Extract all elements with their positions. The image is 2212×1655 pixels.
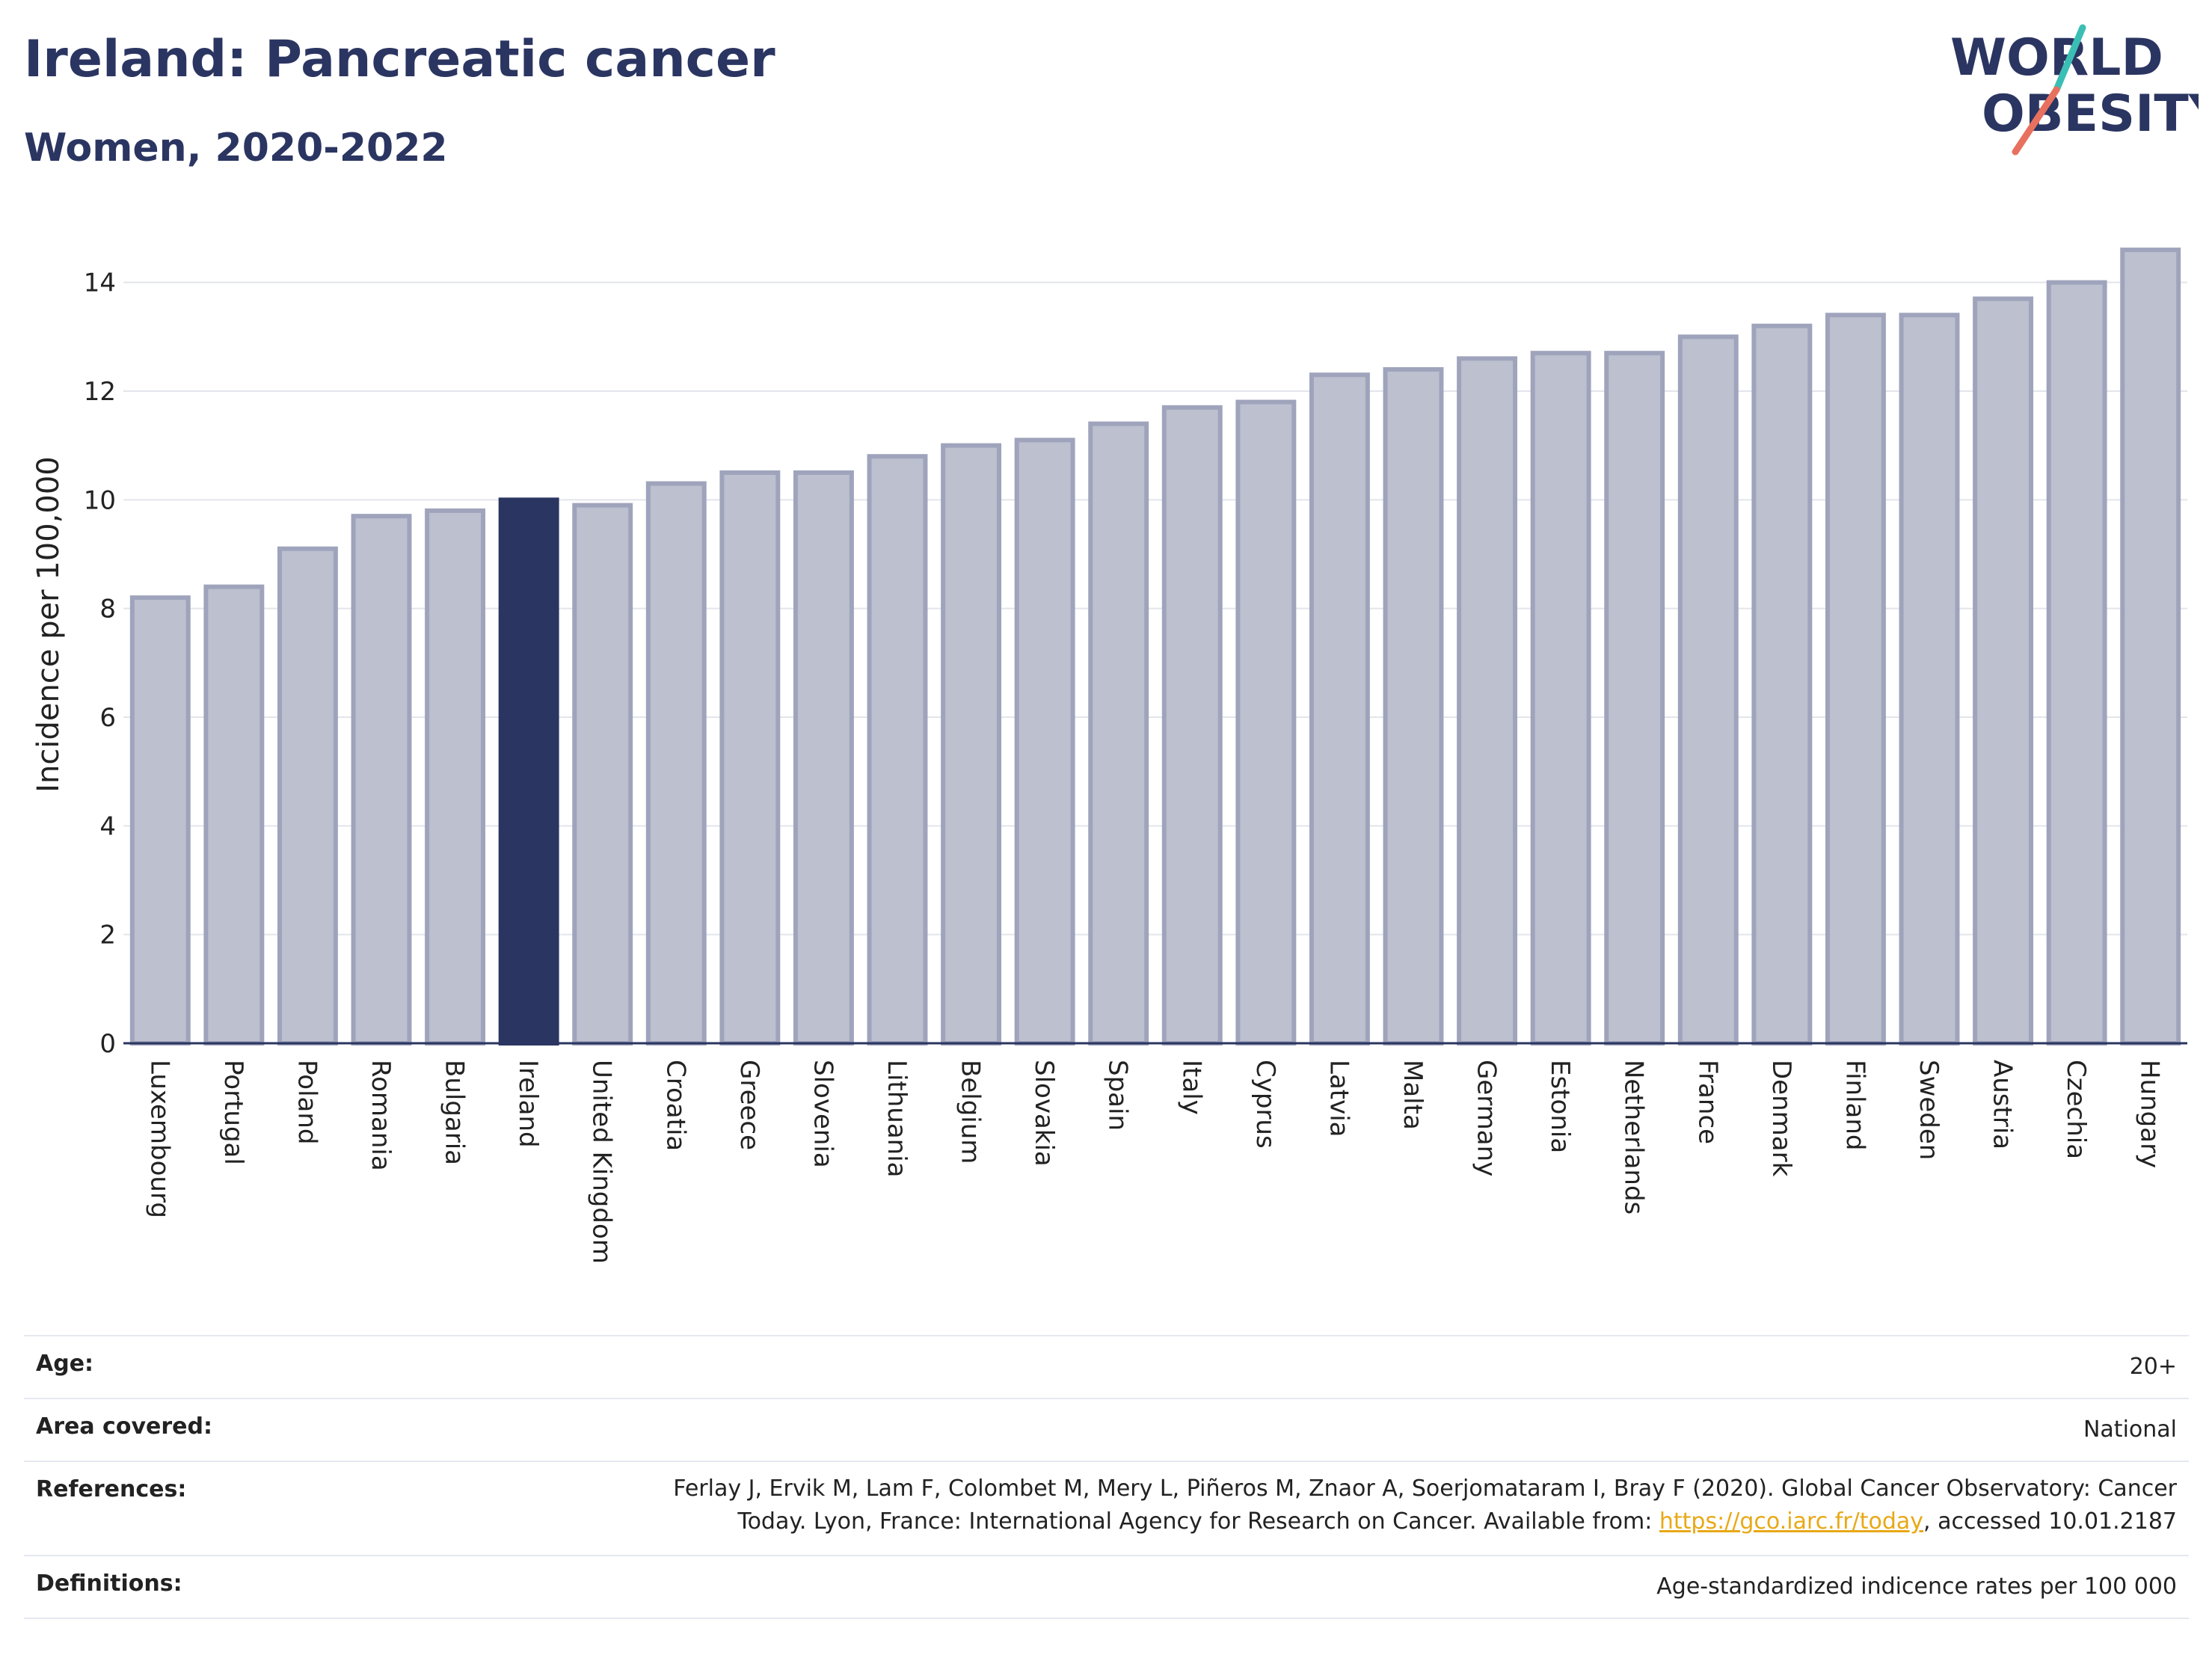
x-tick-label: Luxembourg — [144, 1060, 174, 1218]
references-line-2-pre: Today. Lyon, France: International Agenc… — [737, 1508, 1659, 1535]
x-tick-label: Romania — [366, 1060, 396, 1171]
bar — [1235, 399, 1297, 1045]
x-tick-label: Cyprus — [1250, 1060, 1280, 1149]
logo-slash-coral — [2012, 86, 2060, 156]
x-tick-label: Czechia — [2061, 1060, 2091, 1159]
x-tick-label: Greece — [734, 1060, 764, 1150]
x-tick-label: Latvia — [1324, 1060, 1354, 1137]
bar — [1088, 421, 1149, 1045]
age-label: Age: — [36, 1351, 94, 1377]
x-tick-label: Germany — [1472, 1060, 1502, 1176]
references-line-2-post: , accessed 10.01.2187 — [1923, 1508, 2177, 1535]
info-row-area: Area covered: National — [24, 1398, 2189, 1461]
y-tick-label: 4 — [99, 811, 116, 841]
y-tick-label: 14 — [84, 268, 116, 298]
references-value: Ferlay J, Ervik M, Lam F, Colombet M, Me… — [24, 1462, 2189, 1538]
bar — [1457, 356, 1518, 1045]
bar-highlight — [498, 497, 559, 1045]
bar — [1530, 351, 1591, 1045]
x-tick-label: Netherlands — [1619, 1060, 1649, 1215]
area-value: National — [2083, 1416, 2177, 1443]
info-row-definitions: Definitions: Age-standardized indicence … — [24, 1555, 2189, 1619]
references-line-2: Today. Lyon, France: International Agenc… — [24, 1505, 2177, 1538]
x-tick-label: Portugal — [218, 1060, 248, 1165]
references-line-1: Ferlay J, Ervik M, Lam F, Colombet M, Me… — [673, 1476, 2177, 1502]
world-obesity-logo: WORLD OBESITY — [1950, 24, 2199, 156]
bar — [1751, 323, 1813, 1045]
x-tick-label: Bulgaria — [440, 1060, 470, 1165]
y-tick-label: 0 — [99, 1029, 116, 1059]
x-tick-label: Denmark — [1766, 1060, 1796, 1177]
x-tick-label: Slovenia — [808, 1060, 838, 1168]
bar — [129, 595, 191, 1045]
bar — [1604, 351, 1665, 1045]
bar — [1383, 366, 1444, 1045]
info-row-references: References: Ferlay J, Ervik M, Lam F, Co… — [24, 1461, 2189, 1555]
bars — [129, 248, 2181, 1046]
definitions-value: Age-standardized indicence rates per 100… — [1656, 1573, 2177, 1600]
bar — [425, 508, 486, 1045]
logo-text-world: WORLD — [1950, 28, 2163, 87]
y-axis-title: Incidence per 100,000 — [31, 456, 66, 793]
definitions-label: Definitions: — [36, 1570, 182, 1597]
area-label: Area covered: — [36, 1413, 212, 1440]
bar — [941, 443, 1002, 1045]
x-tick-label: Estonia — [1545, 1060, 1575, 1153]
x-tick-label: Spain — [1103, 1060, 1133, 1131]
y-tick-label: 6 — [99, 703, 116, 733]
bar — [2046, 280, 2107, 1045]
bar — [1309, 372, 1370, 1045]
x-tick-label: Italy — [1176, 1060, 1206, 1115]
axes: 0 2 4 6 8 10 12 14 Luxembourg Portugal Poland Roman… — [84, 268, 2187, 1264]
x-tick-label: Slovakia — [1029, 1060, 1059, 1167]
bar — [645, 481, 707, 1045]
bar — [1161, 405, 1223, 1045]
y-tick-label: 12 — [84, 377, 116, 407]
x-tick-label: France — [1692, 1060, 1722, 1144]
bar — [1825, 313, 1886, 1045]
bar — [351, 514, 412, 1045]
bar — [1014, 437, 1075, 1045]
page-subtitle: Women, 2020-2022 — [24, 126, 448, 171]
y-tick-label: 10 — [84, 485, 116, 515]
page-title: Ireland: Pancreatic cancer — [24, 30, 775, 89]
x-tick-label: Croatia — [660, 1060, 690, 1151]
references-link[interactable]: https://gco.iarc.fr/today — [1659, 1508, 1924, 1535]
bar — [867, 454, 928, 1045]
bar — [277, 546, 338, 1045]
bar — [719, 470, 781, 1045]
bar — [572, 503, 633, 1045]
bar — [793, 470, 854, 1045]
bar — [1973, 296, 2034, 1045]
bar-chart: 0 2 4 6 8 10 12 14 Luxembourg Portugal Poland Roman… — [31, 248, 2187, 1264]
x-tick-label: United Kingdom — [587, 1060, 617, 1264]
bar — [203, 584, 265, 1045]
bar — [1899, 313, 1960, 1045]
x-tick-label: Malta — [1398, 1060, 1428, 1130]
bar — [2120, 248, 2181, 1046]
logo-slash-teal — [2053, 24, 2086, 93]
x-tick-label: Sweden — [1914, 1060, 1944, 1160]
references-label: References: — [36, 1476, 187, 1502]
x-tick-label: Ireland — [513, 1060, 543, 1148]
x-tick-label: Finland — [1840, 1060, 1870, 1151]
age-value: 20+ — [2129, 1354, 2177, 1380]
info-row-age: Age: 20+ — [24, 1335, 2189, 1398]
bar — [1677, 334, 1739, 1046]
x-tick-label: Lithuania — [882, 1060, 912, 1177]
x-tick-label: Austria — [1988, 1060, 2018, 1149]
y-tick-label: 8 — [99, 595, 116, 624]
y-tick-label: 2 — [99, 921, 116, 951]
x-tick-label: Belgium — [956, 1060, 986, 1164]
info-table: Age: 20+ Area covered: National Referenc… — [24, 1335, 2189, 1619]
logo-text-obesity: OBESITY — [1982, 85, 2199, 144]
x-tick-label: Poland — [292, 1060, 322, 1145]
x-tick-label: Hungary — [2135, 1060, 2165, 1168]
